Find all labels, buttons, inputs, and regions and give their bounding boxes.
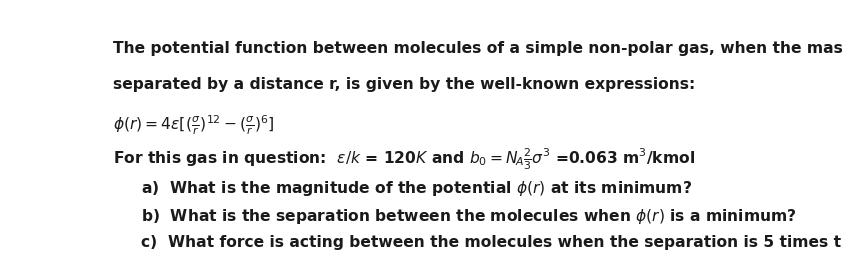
Text: separated by a distance r, is given by the well-known expressions:: separated by a distance r, is given by t…: [113, 77, 695, 92]
Text: The potential function between molecules of a simple non-polar gas, when the mas: The potential function between molecules…: [113, 41, 842, 56]
Text: $\phi(r) = 4\varepsilon[(\frac{\sigma}{r})^{12} - (\frac{\sigma}{r})^{6}]$: $\phi(r) = 4\varepsilon[(\frac{\sigma}{r…: [113, 113, 274, 137]
Text: c)  What force is acting between the molecules when the separation is 5 times th: c) What force is acting between the mole…: [141, 235, 842, 250]
Text: For this gas in question:  $\varepsilon/k$ = 120$K$ and $b_0 = N_{\!A}\frac{2}{3: For this gas in question: $\varepsilon/k…: [113, 146, 695, 172]
Text: b)  What is the separation between the molecules when $\phi(r)$ is a minimum?: b) What is the separation between the mo…: [141, 207, 797, 226]
Text: a)  What is the magnitude of the potential $\phi(r)$ at its minimum?: a) What is the magnitude of the potentia…: [141, 179, 692, 198]
